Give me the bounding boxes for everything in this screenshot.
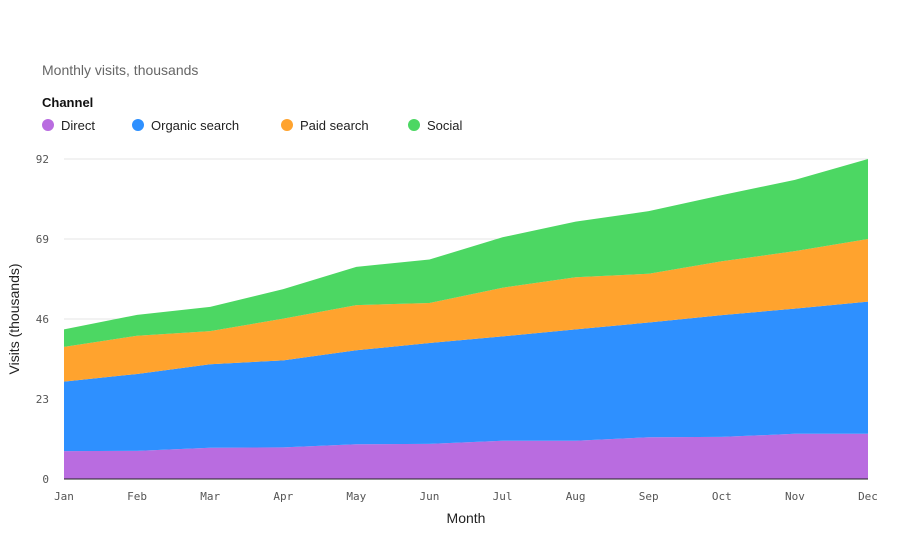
area-paid-search — [64, 239, 868, 382]
x-tick-label-may: May — [346, 490, 366, 503]
legend: Direct Organic search Paid search Social — [42, 118, 463, 133]
y-tick-label-23: 23 — [36, 393, 49, 406]
legend-item-paid-search: Paid search — [281, 118, 369, 133]
x-tick-label-jan: Jan — [54, 490, 74, 503]
x-tick-label-jul: Jul — [493, 490, 513, 503]
x-tick-label-feb: Feb — [127, 490, 147, 503]
legend-label-social: Social — [427, 118, 463, 133]
x-axis-ticks: Jan Feb Mar Apr May Jun Jul Aug Sep Oct Nov Dec — [54, 490, 878, 503]
legend-label-paid-search: Paid search — [300, 118, 369, 133]
legend-item-social: Social — [408, 118, 463, 133]
x-tick-label-jun: Jun — [420, 490, 440, 503]
x-axis-label: Month — [447, 510, 486, 526]
legend-swatch-paid-search — [281, 119, 293, 131]
legend-item-organic-search: Organic search — [132, 118, 239, 133]
y-tick-label-69: 69 — [36, 233, 49, 246]
x-tick-label-mar: Mar — [200, 490, 220, 503]
area-series — [64, 159, 868, 479]
legend-swatch-organic-search — [132, 119, 144, 131]
y-tick-label-92: 92 — [36, 153, 49, 166]
y-axis-label: Visits (thousands) — [6, 263, 22, 374]
legend-item-direct: Direct — [42, 118, 95, 133]
legend-title: Channel — [42, 95, 93, 110]
x-tick-label-aug: Aug — [566, 490, 586, 503]
x-tick-label-dec: Dec — [858, 490, 878, 503]
y-tick-label-46: 46 — [36, 313, 49, 326]
x-tick-label-apr: Apr — [273, 490, 293, 503]
legend-swatch-direct — [42, 119, 54, 131]
y-axis-ticks: 0 23 46 69 92 — [36, 153, 49, 486]
area-social — [64, 159, 868, 347]
legend-label-direct: Direct — [61, 118, 95, 133]
area-organic-search — [64, 301, 868, 452]
area-direct — [64, 433, 868, 479]
x-tick-label-nov: Nov — [785, 490, 805, 503]
x-tick-label-oct: Oct — [712, 490, 732, 503]
x-tick-label-sep: Sep — [639, 490, 659, 503]
y-tick-label-0: 0 — [42, 473, 49, 486]
chart-title: Monthly visits, thousands — [42, 62, 198, 78]
legend-label-organic-search: Organic search — [151, 118, 239, 133]
legend-swatch-social — [408, 119, 420, 131]
